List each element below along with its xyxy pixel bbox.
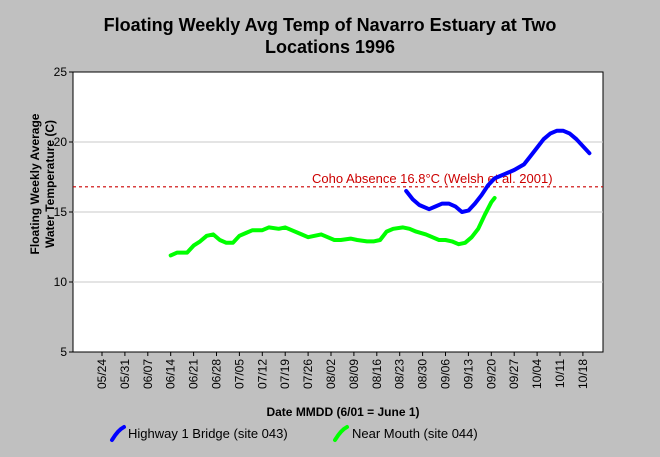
y-tick-label: 25 [54,65,68,79]
x-tick-label: 10/11 [553,359,567,388]
legend-swatch-highway-1-bridge [110,425,126,442]
legend: Highway 1 Bridge (site 043) Near Mouth (… [110,425,478,442]
chart-title-line-2: Locations 1996 [264,37,396,57]
y-tick-label: 20 [54,135,68,149]
legend-label-highway-1-bridge: Highway 1 Bridge (site 043) [128,426,288,441]
chart-title-line-1: Floating Weekly Avg Temp of Navarro Estu… [103,15,557,35]
series-group [168,128,592,258]
x-tick-label: 05/24 [95,359,109,389]
x-tick-label: 08/16 [370,359,384,389]
y-axis: 5 10 15 20 25 [54,65,603,359]
y-tick-label: 10 [54,275,68,289]
x-tick-label: 06/28 [210,359,224,389]
x-tick-label: 07/05 [232,359,246,389]
x-tick-label: 07/19 [278,359,292,389]
x-axis: 05/24 05/31 06/07 06/14 06/21 06/28 07/05 07/12… [95,352,590,389]
legend-label-near-mouth: Near Mouth (site 044) [352,426,478,441]
x-tick-label: 06/21 [187,359,201,389]
x-tick-label: 08/02 [324,359,338,389]
x-tick-label: 09/13 [461,359,475,389]
x-tick-label: 10/18 [576,359,590,389]
y-axis-label-line-1: Floating Weekly Average [28,113,42,254]
x-tick-label: 09/20 [484,359,498,389]
x-tick-label: 07/12 [255,359,269,389]
y-axis-label-line-2: Water Temperature (C) [43,120,57,248]
x-tick-label: 08/30 [416,359,430,389]
y-tick-label: 15 [54,205,68,219]
threshold-label: Coho Absence 16.8°C (Welsh et al. 2001) [312,171,553,186]
y-tick-label: 5 [60,345,67,359]
x-tick-label: 05/31 [118,359,132,389]
x-tick-label: 09/27 [507,359,521,389]
x-axis-label: Date MMDD (6/01 = June 1) [266,405,419,419]
x-tick-label: 06/14 [164,359,178,389]
x-tick-label: 07/26 [301,359,315,389]
series-line-highway-1-bridge-site-043 [404,128,592,214]
x-tick-label: 06/07 [141,359,155,389]
x-tick-label: 10/04 [530,359,544,389]
series-line-near-mouth-site-044 [168,196,497,258]
legend-swatch-near-mouth [333,425,349,442]
x-tick-label: 08/23 [393,359,407,389]
x-tick-label: 09/06 [439,359,453,389]
chart-title: Floating Weekly Avg Temp of Navarro Estu… [0,14,660,58]
x-tick-label: 08/09 [347,359,361,389]
